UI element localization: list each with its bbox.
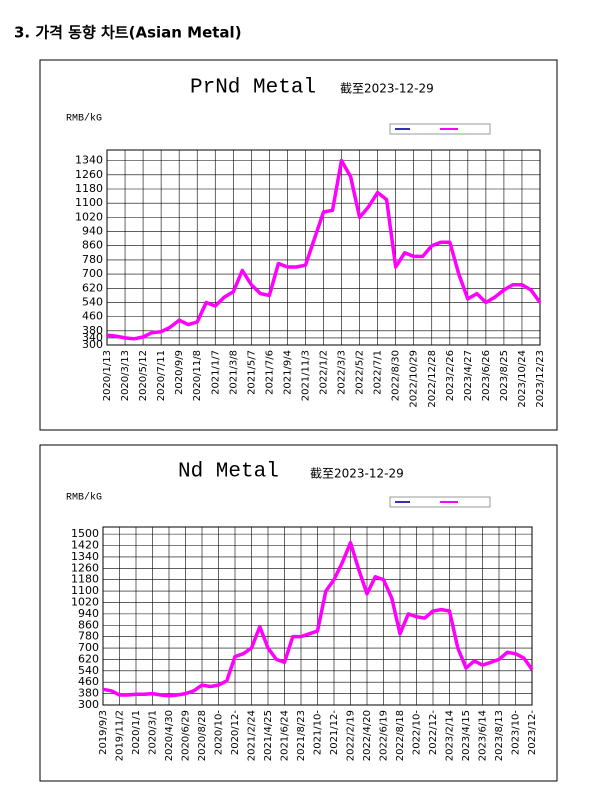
- x-tick-label: 2022/8/18: [395, 710, 406, 761]
- x-tick-label: 2022/10/29: [409, 350, 420, 408]
- y-tick-label: 1100: [75, 196, 103, 209]
- x-tick-label: 2019/9/3: [98, 710, 109, 755]
- x-tick-label: 2023/2/14: [445, 710, 456, 761]
- y-axis-label: RMB/kG: [66, 113, 102, 125]
- y-tick-label: 940: [82, 225, 103, 238]
- y-tick-label: 340: [82, 331, 103, 344]
- chart-subtitle: 截至2023-12-29: [310, 467, 404, 481]
- y-tick-label: 1020: [75, 210, 103, 223]
- y-tick-label: 460: [78, 675, 99, 688]
- y-tick-label: 300: [82, 338, 103, 351]
- x-tick-label: 2023/8/13: [494, 710, 505, 761]
- price-line: [106, 158, 542, 341]
- x-tick-label: 2022/2/19: [346, 710, 357, 761]
- y-tick-label: 1340: [71, 550, 99, 563]
- x-tick-label: 2023/4/15: [461, 710, 472, 761]
- x-tick-label: 2021/7/6: [264, 350, 275, 395]
- y-tick-label: 1500: [71, 527, 99, 540]
- x-tick-label: 2022/4/20: [362, 710, 373, 761]
- y-tick-label: 940: [78, 607, 99, 620]
- x-tick-label: 2021/3/8: [228, 350, 239, 395]
- x-tick-label: 2022/12-: [428, 710, 439, 756]
- y-tick-label: 860: [82, 239, 103, 252]
- y-tick-label: 540: [78, 664, 99, 677]
- y-tick-label: 460: [82, 310, 103, 323]
- y-tick-label: 1260: [75, 168, 103, 181]
- x-tick-label: 2023/2/26: [445, 350, 456, 401]
- x-tick-label: 2021/2/24: [247, 710, 258, 761]
- price-line: [102, 540, 534, 698]
- x-tick-label: 2023/12-: [527, 710, 538, 756]
- x-tick-label: 2020/5/12: [138, 350, 149, 401]
- x-tick-label: 2020/8/28: [197, 710, 208, 761]
- x-tick-label: 2023/6/26: [481, 350, 492, 401]
- y-tick-label: 700: [82, 267, 103, 280]
- x-tick-label: 2021/9/4: [282, 350, 293, 395]
- y-tick-label: 780: [82, 253, 103, 266]
- x-tick-label: 2020/10-: [214, 710, 225, 756]
- x-tick-label: 2020/1/1: [131, 710, 142, 755]
- y-tick-label: 380: [82, 324, 103, 337]
- y-tick-label: 620: [82, 281, 103, 294]
- x-tick-label: 2021/6/24: [280, 710, 291, 761]
- x-tick-label: 2021/1/7: [210, 350, 221, 395]
- x-tick-label: 2023/4/27: [463, 350, 474, 401]
- chart-title: Nd Metal: [178, 461, 279, 484]
- y-tick-label: 1020: [71, 595, 99, 608]
- x-tick-label: 2021/4/25: [263, 710, 274, 761]
- x-tick-label: 2020/11/8: [192, 350, 203, 401]
- x-tick-label: 2021/12-: [329, 710, 340, 756]
- x-tick-label: 2023/6/14: [478, 710, 489, 761]
- x-tick-label: 2019/11/2: [115, 710, 126, 761]
- x-tick-label: 2022/10-: [412, 710, 423, 756]
- x-tick-label: 2021/10-: [313, 710, 324, 756]
- x-tick-label: 2022/8/30: [391, 350, 402, 401]
- x-tick-label: 2022/12/28: [427, 350, 438, 408]
- y-tick-label: 620: [78, 652, 99, 665]
- x-tick-label: 2020/3/13: [120, 350, 131, 401]
- x-tick-label: 2020/3/1: [148, 710, 159, 755]
- y-tick-label: 780: [78, 630, 99, 643]
- x-tick-label: 2020/9/9: [174, 350, 185, 395]
- x-tick-label: 2021/5/7: [246, 350, 257, 395]
- x-tick-label: 2022/6/19: [379, 710, 390, 761]
- x-tick-label: 2023/12/23: [535, 350, 546, 408]
- y-tick-label: 1260: [71, 561, 99, 574]
- x-tick-label: 2022/7/1: [373, 350, 384, 395]
- x-tick-label: 2020/6/29: [181, 710, 192, 761]
- y-tick-label: 700: [78, 641, 99, 654]
- y-tick-label: 1180: [71, 573, 99, 586]
- x-tick-label: 2023/10-: [511, 710, 522, 756]
- y-tick-label: 1340: [75, 154, 103, 167]
- x-tick-label: 2020/1/13: [102, 350, 113, 401]
- y-tick-label: 860: [78, 618, 99, 631]
- legend: [389, 496, 491, 508]
- y-tick-label: 380: [78, 687, 99, 700]
- legend: [389, 123, 491, 135]
- chart-subtitle: 截至2023-12-29: [340, 82, 434, 96]
- y-tick-label: 1420: [71, 539, 99, 552]
- x-tick-label: 2023/10/24: [517, 350, 528, 408]
- y-axis-label: RMB/kG: [66, 492, 102, 504]
- x-tick-label: 2020/7/11: [156, 350, 167, 401]
- y-tick-label: 300: [78, 698, 99, 711]
- x-tick-label: 2023/8/25: [499, 350, 510, 401]
- x-tick-label: 2022/3/3: [337, 350, 348, 395]
- x-tick-label: 2021/8/23: [296, 710, 307, 761]
- x-tick-label: 2021/11/3: [300, 350, 311, 401]
- x-tick-label: 2020/12-: [230, 710, 241, 756]
- y-tick-label: 540: [82, 295, 103, 308]
- x-tick-label: 2022/5/2: [355, 350, 366, 395]
- y-tick-label: 1180: [75, 182, 103, 195]
- x-tick-label: 2020/4/30: [164, 710, 175, 761]
- chart-title: PrNd Metal: [190, 77, 316, 100]
- y-tick-label: 1100: [71, 584, 99, 597]
- heading: 3. 가격 동향 차트(Asian Metal): [14, 24, 242, 42]
- x-tick-label: 2022/1/2: [319, 350, 330, 395]
